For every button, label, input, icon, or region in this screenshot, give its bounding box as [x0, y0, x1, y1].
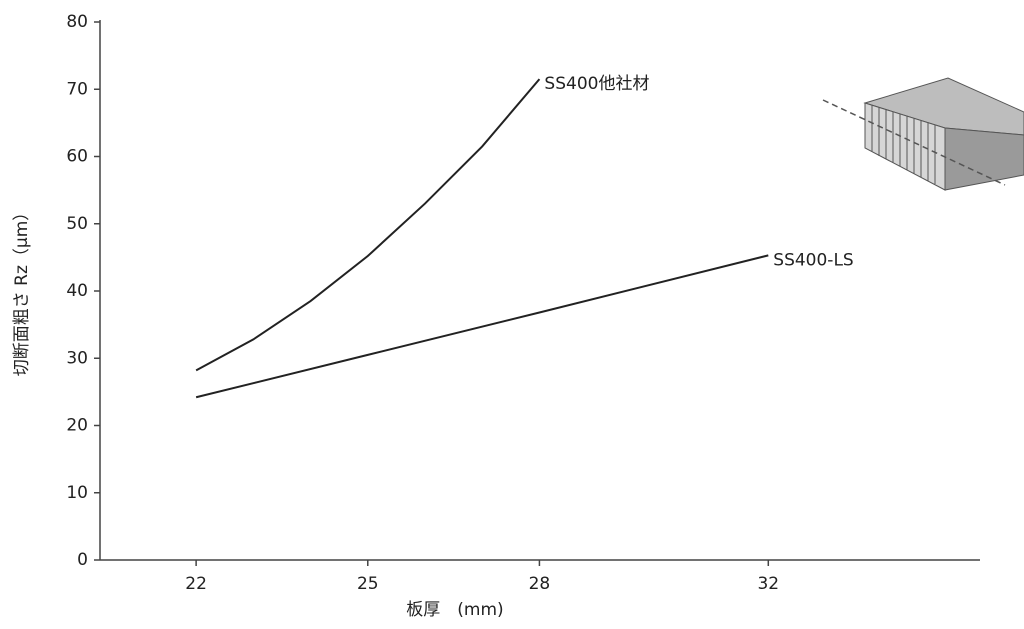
- line-series: [196, 79, 539, 370]
- x-tick-label: 25: [357, 574, 379, 594]
- y-tick-label: 50: [66, 214, 88, 234]
- y-tick-label: 80: [66, 12, 88, 32]
- x-tick-label: 32: [757, 574, 779, 594]
- y-tick-label: 40: [66, 281, 88, 301]
- line-series: [196, 255, 768, 397]
- y-tick-label: 30: [66, 348, 88, 368]
- y-tick-label: 0: [77, 550, 88, 570]
- series-label: SS400-LS: [773, 250, 853, 270]
- y-tick-label: 10: [66, 483, 88, 503]
- series-label: SS400他社材: [544, 74, 649, 94]
- chart: 切断面粗さ Rz（μm） 板厚 (mm) 0 10 20 30 40 50 60 70 80 22…: [0, 0, 1024, 629]
- y-tick-label: 60: [66, 147, 88, 167]
- y-axis-label: 切断面粗さ Rz（μm）: [12, 204, 32, 377]
- x-tick-label: 22: [185, 574, 207, 594]
- block-illustration: [823, 78, 1024, 190]
- y-tick-label: 70: [66, 79, 88, 99]
- x-axis-label: 板厚 (mm): [406, 600, 503, 620]
- y-tick-label: 20: [66, 416, 88, 436]
- x-tick-label: 28: [529, 574, 551, 594]
